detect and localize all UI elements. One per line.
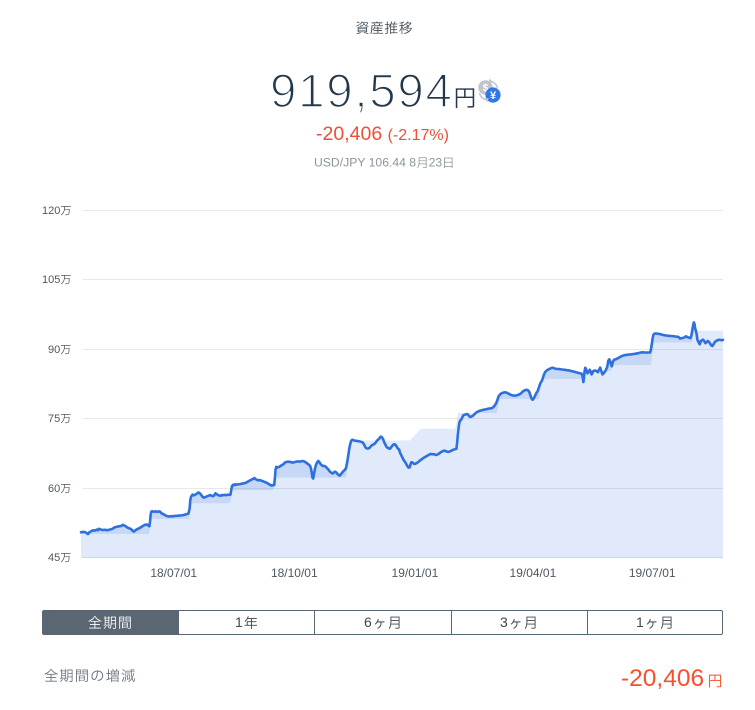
svg-text:¥: ¥ [490,90,497,102]
svg-text:-20,406: -20,406 [621,667,704,692]
svg-text:75: 75 [48,413,60,425]
svg-text:1: 1 [636,614,645,630]
svg-text:6: 6 [364,614,373,630]
svg-text:105: 105 [42,274,60,286]
svg-text:45: 45 [48,552,60,564]
svg-text:$: $ [483,82,489,94]
svg-text:USD/JPY 106.44 8: USD/JPY 106.44 8 [314,156,416,170]
svg-text:3: 3 [500,614,509,630]
svg-text:60: 60 [48,483,60,495]
svg-text:23: 23 [428,156,442,170]
svg-text:90: 90 [48,344,60,356]
svg-text:1: 1 [235,614,244,630]
svg-text:120: 120 [42,205,60,217]
